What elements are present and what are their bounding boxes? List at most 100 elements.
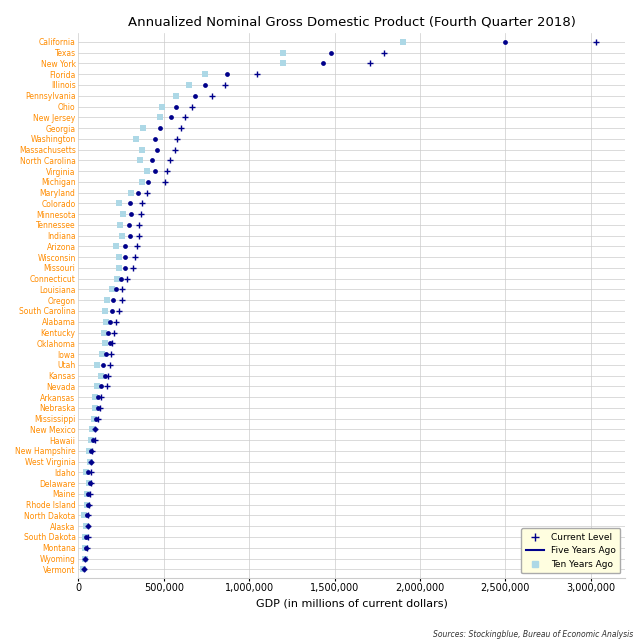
Point: [120, 252, 131, 262]
Point: [103, 371, 113, 381]
Point: [78, 564, 88, 574]
Point: [82, 489, 92, 499]
Point: [176, 123, 186, 133]
Point: [92, 360, 102, 370]
Point: [365, 58, 375, 68]
Point: [82, 500, 92, 510]
Point: [79, 510, 90, 520]
Point: [109, 328, 119, 338]
Point: [104, 360, 115, 370]
Point: [187, 101, 197, 111]
Point: [120, 241, 130, 252]
Point: [378, 47, 388, 58]
Point: [107, 284, 117, 294]
Point: [80, 554, 90, 564]
Point: [108, 295, 118, 305]
Point: [93, 392, 103, 402]
Point: [100, 371, 110, 381]
Point: [115, 252, 125, 262]
Point: [97, 349, 108, 359]
Point: [171, 101, 181, 111]
Point: [118, 209, 128, 220]
Point: [122, 273, 132, 284]
Point: [83, 521, 93, 531]
Point: [82, 543, 92, 553]
Point: [222, 69, 232, 79]
Point: [91, 413, 101, 424]
Point: [317, 58, 328, 68]
Point: [86, 456, 96, 467]
Point: [591, 37, 601, 47]
Point: [90, 435, 100, 445]
Point: [113, 263, 124, 273]
Point: [170, 145, 180, 155]
Point: [112, 273, 122, 284]
Point: [83, 489, 93, 499]
Point: [102, 381, 112, 392]
Point: [103, 328, 113, 338]
Point: [180, 112, 190, 122]
Point: [81, 467, 92, 477]
Point: [157, 101, 167, 111]
Point: [89, 413, 99, 424]
Point: [95, 403, 105, 413]
Point: [111, 317, 121, 327]
Point: [136, 177, 147, 187]
Title: Annualized Nominal Gross Domestic Product (Fourth Quarter 2018): Annualized Nominal Gross Domestic Produc…: [128, 15, 575, 28]
Point: [86, 435, 96, 445]
X-axis label: GDP (in millions of current dollars): GDP (in millions of current dollars): [256, 599, 447, 609]
Point: [125, 230, 135, 241]
Point: [130, 252, 140, 262]
Point: [147, 156, 157, 166]
Point: [164, 156, 175, 166]
Point: [86, 456, 97, 467]
Point: [115, 198, 125, 209]
Point: [86, 478, 96, 488]
Point: [84, 456, 95, 467]
Point: [90, 392, 100, 402]
Point: [92, 381, 102, 392]
Point: [100, 349, 111, 359]
Legend: Current Level, Five Years Ago, Ten Years Ago: Current Level, Five Years Ago, Ten Years…: [522, 528, 621, 573]
Point: [107, 306, 117, 316]
Point: [99, 328, 109, 338]
Point: [138, 123, 148, 133]
Point: [171, 91, 181, 101]
Point: [126, 188, 136, 198]
Point: [93, 403, 103, 413]
Point: [83, 467, 93, 477]
Point: [133, 188, 143, 198]
Point: [97, 381, 107, 392]
Point: [84, 478, 94, 488]
Point: [278, 58, 289, 68]
Text: Sources: Stockingblue, Bureau of Economic Analysis: Sources: Stockingblue, Bureau of Economi…: [433, 630, 634, 639]
Point: [136, 145, 147, 155]
Point: [81, 543, 91, 553]
Point: [111, 284, 121, 294]
Point: [80, 532, 90, 542]
Point: [136, 198, 147, 209]
Point: [93, 413, 103, 424]
Point: [87, 424, 97, 435]
Point: [90, 424, 100, 435]
Point: [95, 392, 106, 402]
Point: [84, 500, 95, 510]
Point: [90, 424, 100, 435]
Point: [105, 317, 115, 327]
Point: [115, 220, 125, 230]
Point: [83, 532, 93, 542]
Point: [162, 166, 172, 176]
Point: [156, 123, 166, 133]
Point: [128, 263, 138, 273]
Point: [83, 521, 93, 531]
Point: [85, 478, 95, 488]
Point: [189, 91, 200, 101]
Point: [86, 446, 96, 456]
Point: [80, 554, 90, 564]
Point: [80, 554, 90, 564]
Point: [172, 134, 182, 144]
Point: [252, 69, 262, 79]
Point: [97, 371, 107, 381]
Point: [200, 80, 210, 90]
Point: [132, 241, 142, 252]
